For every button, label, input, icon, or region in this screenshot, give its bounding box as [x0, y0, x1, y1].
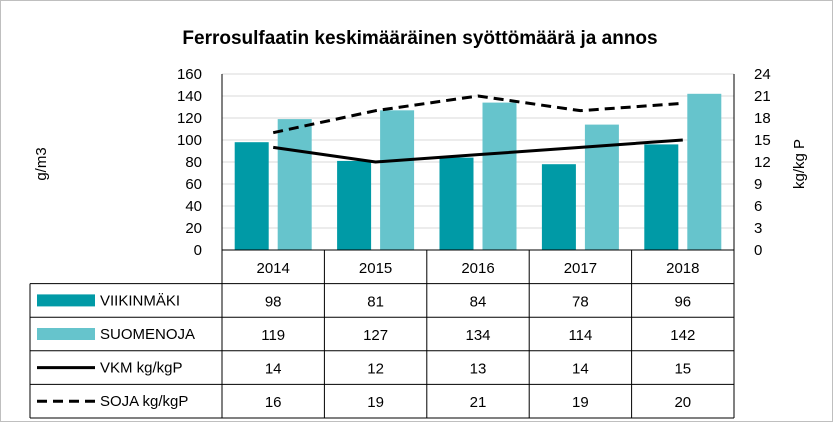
data-label: 98	[265, 293, 282, 310]
chart-title: Ferrosulfaatin keskimääräinen syöttömäär…	[182, 28, 657, 49]
y2-tick-label: 0	[754, 242, 762, 259]
data-label: 96	[674, 293, 691, 310]
y-tick-label: 20	[185, 220, 202, 237]
data-label: 84	[470, 293, 487, 310]
bar-viikinm-ki	[644, 144, 679, 250]
data-label: 134	[465, 327, 490, 344]
y-tick-label: 120	[177, 110, 202, 127]
data-label: 20	[674, 394, 691, 411]
bar-suomenoja	[380, 110, 415, 250]
data-label: 119	[261, 327, 285, 344]
x-tick-label: 2015	[359, 260, 392, 277]
y-tick-label: 40	[185, 198, 202, 215]
y2-tick-label: 9	[754, 176, 762, 193]
y-tick-label: 80	[185, 154, 202, 171]
data-label: 14	[572, 361, 589, 378]
bar-suomenoja	[482, 102, 517, 250]
bar-viikinm-ki	[234, 142, 269, 250]
legend-label: VIIKINMÄKI	[100, 292, 180, 309]
y-tick-label: 60	[185, 176, 202, 193]
data-label: 142	[670, 327, 695, 344]
bar-viikinm-ki	[541, 164, 576, 250]
y-tick-label: 140	[177, 88, 202, 105]
y-tick-label: 100	[177, 132, 202, 149]
legend-key	[37, 328, 95, 340]
y2-tick-label: 18	[754, 110, 771, 127]
data-label: 19	[367, 394, 384, 411]
bar-suomenoja	[584, 124, 619, 250]
y-tick-label: 160	[177, 66, 202, 83]
data-label: 78	[572, 293, 589, 310]
bar-viikinm-ki	[439, 157, 474, 250]
bar-suomenoja	[277, 119, 312, 250]
y2-tick-label: 6	[754, 198, 762, 215]
data-label: 127	[363, 327, 388, 344]
legend-label: VKM kg/kgP	[100, 360, 183, 377]
y-tick-label: 0	[194, 242, 202, 259]
x-tick-label: 2018	[666, 260, 699, 277]
x-tick-label: 2016	[461, 260, 494, 277]
lines	[272, 94, 683, 164]
data-label: 15	[674, 361, 691, 378]
y-axis-label: g/m3	[33, 147, 50, 180]
line-soja-kg-kgp	[272, 94, 683, 135]
y2-tick-label: 24	[754, 66, 771, 83]
data-label: 16	[265, 394, 282, 411]
data-label: 114	[568, 327, 592, 344]
data-label: 19	[572, 394, 589, 411]
bar-suomenoja	[687, 93, 722, 250]
y2-tick-label: 15	[754, 132, 771, 149]
data-label: 14	[265, 361, 282, 378]
bars	[234, 93, 722, 250]
legend-label: SOJA kg/kgP	[100, 393, 188, 410]
y2-tick-label: 12	[754, 154, 771, 171]
data-label: 13	[470, 361, 487, 378]
bar-viikinm-ki	[337, 160, 372, 250]
y2-tick-label: 3	[754, 220, 762, 237]
data-label: 12	[367, 361, 384, 378]
axes: 0 20 40 60 80 100 120 140 160 0 3 6 9 12 15 18 21 24	[177, 66, 771, 259]
line-vkm-kg-kgp	[272, 138, 683, 164]
legend-label: SUOMENOJA	[100, 326, 195, 343]
legend-key	[37, 294, 95, 307]
y2-axis-label: kg/kg P	[791, 139, 808, 189]
x-tick-label: 2017	[564, 260, 597, 277]
x-tick-label: 2014	[257, 260, 290, 277]
data-label: 81	[367, 293, 384, 310]
y2-tick-label: 21	[754, 88, 771, 105]
data-label: 21	[470, 394, 487, 411]
